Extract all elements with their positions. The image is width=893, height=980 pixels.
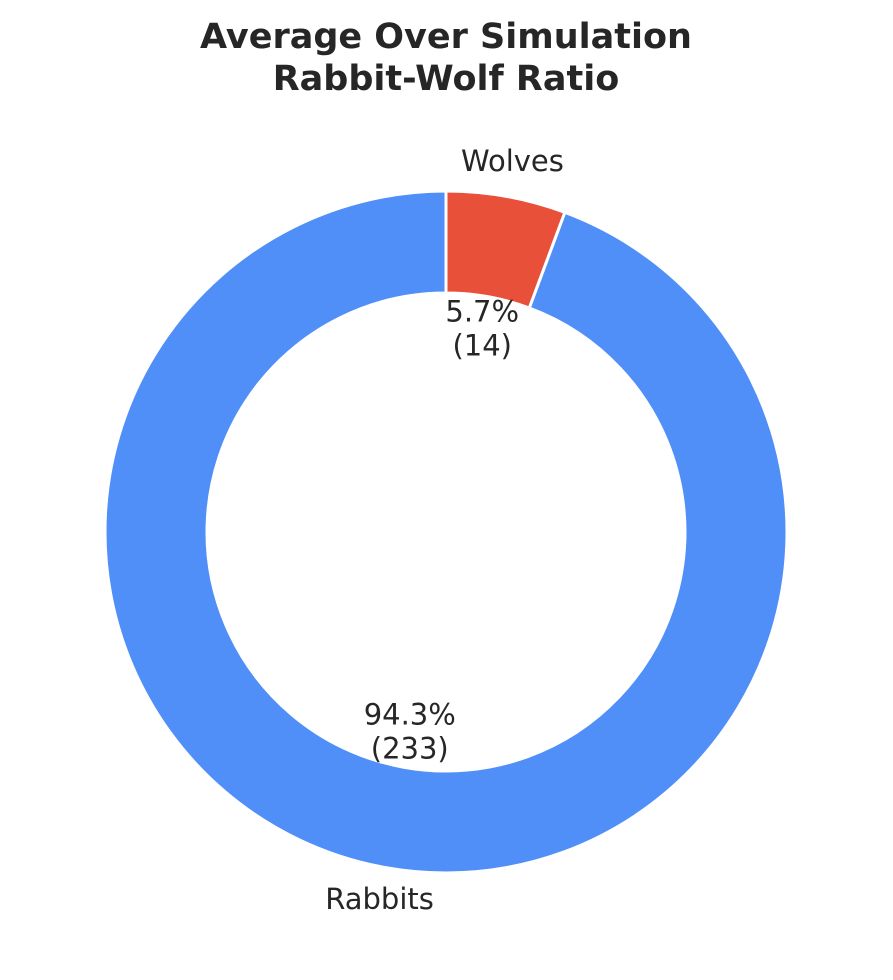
- percent-label-wolves: 5.7%: [445, 295, 519, 329]
- slices-group: [103, 189, 789, 875]
- labels-group: Wolves 5.7%(14) Rabbits 94.3%(233): [325, 144, 564, 916]
- count-label-wolves: (14): [452, 329, 512, 363]
- slice-label-rabbits: Rabbits: [325, 882, 434, 916]
- slice-rabbits: [103, 189, 789, 875]
- count-label-rabbits: (233): [371, 731, 449, 765]
- chart-title-line-1: Average Over Simulation: [200, 17, 692, 57]
- chart-title-line-2: Rabbit-Wolf Ratio: [273, 59, 620, 99]
- percent-label-rabbits: 94.3%: [364, 697, 456, 731]
- slice-label-wolves: Wolves: [461, 144, 564, 178]
